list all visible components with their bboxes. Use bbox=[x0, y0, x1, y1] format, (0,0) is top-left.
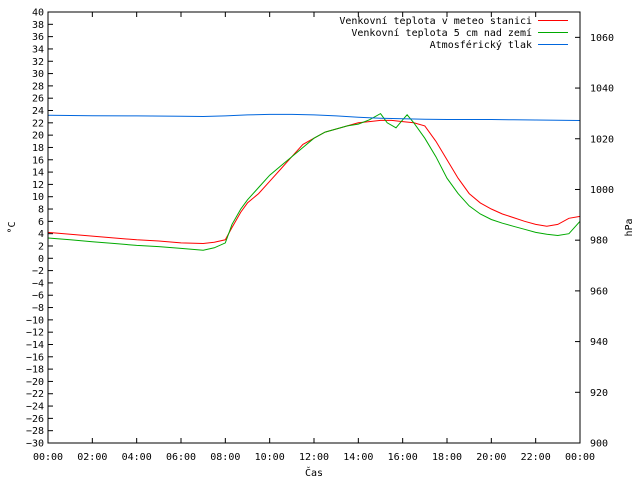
y2-axis-title: hPa bbox=[624, 218, 635, 236]
y2-tick-label: 1000 bbox=[590, 185, 614, 196]
y2-tick-label: 900 bbox=[590, 439, 608, 450]
x-tick-label: 02:00 bbox=[77, 452, 107, 463]
x-axis-title: Čas bbox=[305, 466, 323, 479]
series-layer bbox=[47, 112, 581, 251]
y2-tick-label: 980 bbox=[590, 236, 608, 247]
x-tick-label: 22:00 bbox=[521, 452, 551, 463]
y-tick-label: −28 bbox=[26, 426, 44, 437]
y2-tick-label: 960 bbox=[590, 286, 608, 297]
y-tick-label: 20 bbox=[32, 131, 44, 142]
series-line bbox=[47, 112, 581, 251]
y-tick-label: −22 bbox=[26, 389, 44, 400]
y-tick-label: −4 bbox=[32, 278, 44, 289]
y-tick-label: −20 bbox=[26, 377, 44, 388]
y-tick-label: 6 bbox=[38, 217, 44, 228]
y-tick-label: −2 bbox=[32, 266, 44, 277]
y2-tick-label: 1040 bbox=[590, 84, 614, 95]
y-tick-label: −30 bbox=[26, 439, 44, 450]
series-line bbox=[47, 113, 581, 121]
y-tick-label: 0 bbox=[38, 254, 44, 265]
y2-tick-label: 1060 bbox=[590, 33, 614, 44]
y-tick-label: 22 bbox=[32, 118, 44, 129]
x-tick-label: 00:00 bbox=[33, 452, 63, 463]
y2-tick-label: 940 bbox=[590, 337, 608, 348]
y-tick-label: 30 bbox=[32, 69, 44, 80]
y-tick-label: 40 bbox=[32, 8, 44, 19]
y-tick-label: 4 bbox=[38, 229, 44, 240]
y-tick-label: 18 bbox=[32, 143, 44, 154]
y-tick-label: −8 bbox=[32, 303, 44, 314]
x-tick-label: 00:00 bbox=[565, 452, 595, 463]
y-tick-label: 8 bbox=[38, 205, 44, 216]
y-tick-label: 36 bbox=[32, 32, 44, 43]
y-tick-label: 10 bbox=[32, 192, 44, 203]
x-tick-label: 12:00 bbox=[299, 452, 329, 463]
y-tick-label: 32 bbox=[32, 57, 44, 68]
y-tick-label: −16 bbox=[26, 352, 44, 363]
legend: Venkovní teplota v meteo stanici Venkovn… bbox=[339, 15, 568, 51]
x-tick-label: 16:00 bbox=[388, 452, 418, 463]
y-tick-label: −26 bbox=[26, 414, 44, 425]
y2-tick-label: 920 bbox=[590, 388, 608, 399]
legend-label: Venkovní teplota v meteo stanici bbox=[339, 15, 532, 27]
y-tick-label: −12 bbox=[26, 328, 44, 339]
y-tick-label: −6 bbox=[32, 291, 44, 302]
x-tick-label: 06:00 bbox=[166, 452, 196, 463]
y-tick-label: 14 bbox=[32, 168, 44, 179]
y-tick-label: −18 bbox=[26, 365, 44, 376]
series-line bbox=[47, 119, 581, 245]
legend-label: Venkovní teplota 5 cm nad zemí bbox=[351, 27, 532, 39]
ticks-layer: −30−28−26−24−22−20−18−16−14−12−10−8−6−4−… bbox=[26, 8, 614, 464]
y2-tick-label: 1020 bbox=[590, 134, 614, 145]
y-tick-label: −24 bbox=[26, 402, 44, 413]
y-tick-label: 26 bbox=[32, 94, 44, 105]
y-tick-label: 2 bbox=[38, 241, 44, 252]
y-tick-label: 24 bbox=[32, 106, 44, 117]
x-tick-label: 18:00 bbox=[432, 452, 462, 463]
y-tick-label: −10 bbox=[26, 315, 44, 326]
y-tick-label: 16 bbox=[32, 155, 44, 166]
y-tick-label: 38 bbox=[32, 20, 44, 31]
x-tick-label: 20:00 bbox=[476, 452, 506, 463]
y-tick-label: 28 bbox=[32, 81, 44, 92]
x-tick-label: 08:00 bbox=[210, 452, 240, 463]
x-tick-label: 14:00 bbox=[343, 452, 373, 463]
y-tick-label: 12 bbox=[32, 180, 44, 191]
y-axis-title: °C bbox=[7, 221, 18, 233]
y-tick-label: −14 bbox=[26, 340, 44, 351]
x-tick-label: 10:00 bbox=[255, 452, 285, 463]
y-tick-label: 34 bbox=[32, 44, 44, 55]
x-tick-label: 04:00 bbox=[122, 452, 152, 463]
plot-frame bbox=[47, 11, 581, 444]
legend-label: Atmosférický tlak bbox=[430, 39, 532, 51]
